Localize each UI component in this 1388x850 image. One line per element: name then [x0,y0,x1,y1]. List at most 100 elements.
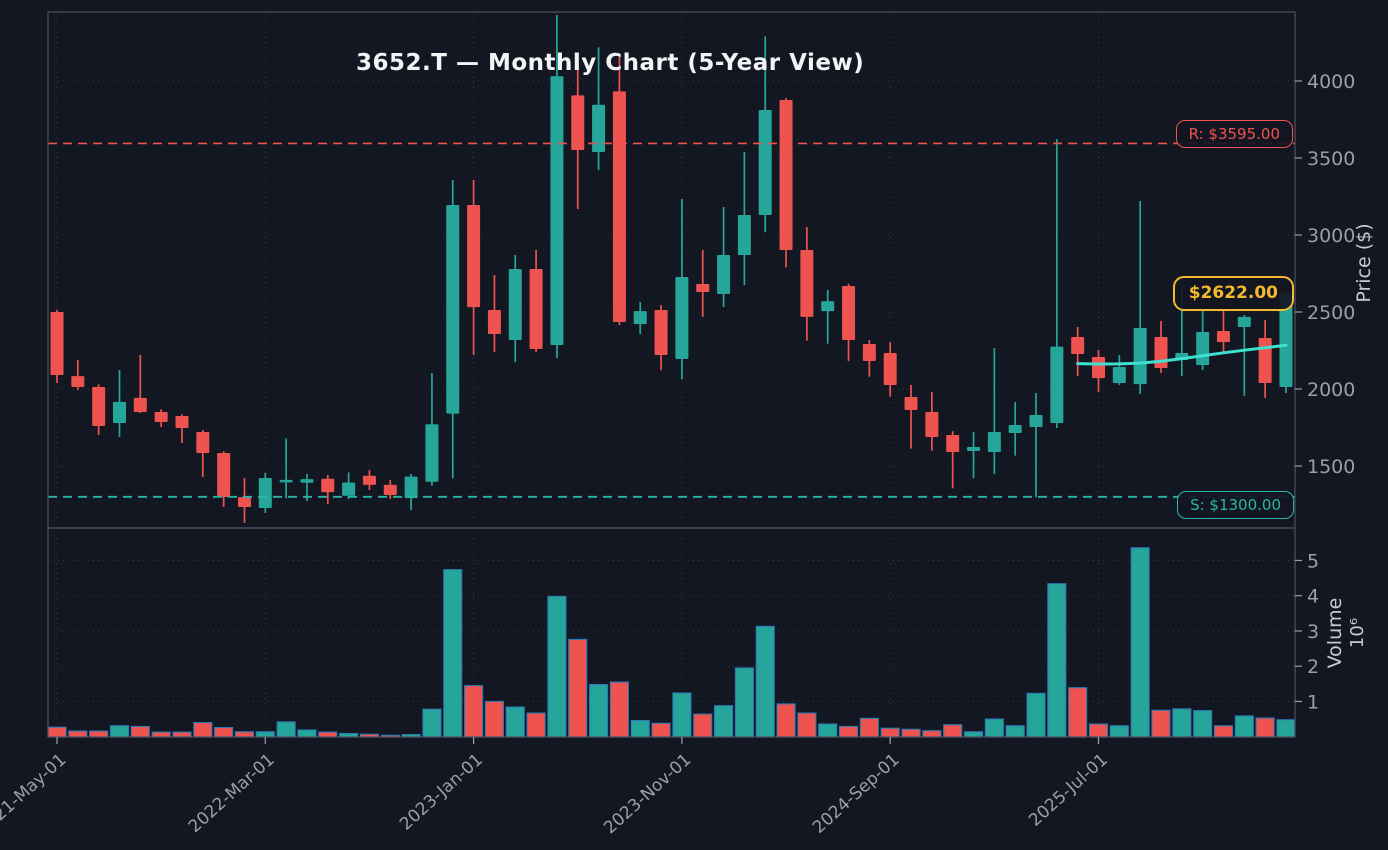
candle-body [842,285,856,341]
volume-bar [297,729,317,738]
volume-bar [505,706,525,738]
candle-body [571,95,585,151]
candle-body [717,255,731,294]
candle-body [133,397,147,412]
last-price-label: $2622.00 [1172,276,1294,311]
date-tick-label: 2025-Jul-01 [1025,750,1112,831]
candle-body [404,476,418,499]
volume-bar [151,731,171,738]
volume-bar [193,722,213,738]
price-tick-label: 3500 [1307,148,1355,170]
candle-body [883,352,897,385]
volume-tick-label: 5 [1307,550,1319,572]
date-tick-label: 2021-May-01 [0,750,70,840]
volume-bar [776,703,796,738]
date-tick-label: 2023-Nov-01 [600,750,695,838]
candle-body [467,204,481,308]
volume-bar [838,725,859,738]
candle-body [217,453,231,497]
volume-bar [818,723,838,738]
volume-bar [172,731,192,738]
date-tick-label: 2022-Mar-01 [185,750,279,837]
candle-body [592,104,606,153]
volume-tick-label: 1 [1307,691,1319,713]
candle-body [925,411,939,438]
volume-panel-frame [47,527,1296,738]
volume-bar [547,595,567,738]
volume-tick-label: 3 [1307,621,1319,643]
candle-body [446,204,460,414]
moving-average-line [1076,343,1288,366]
candle-body [612,91,626,323]
volume-bar [1026,692,1046,738]
volume-bar [609,681,629,738]
candle-body [71,376,85,387]
volume-bar [1276,719,1296,738]
price-panel-frame [47,11,1296,529]
volume-bar [1130,547,1150,738]
candle-body [862,344,876,361]
candle-body [258,478,272,509]
volume-bar [1151,709,1171,738]
volume-bar [1213,725,1234,738]
candle-body [1029,415,1043,428]
resistance-label: R: $3595.00 [1175,120,1293,149]
volume-bar [630,719,650,738]
price-axis-title: Price ($) [1353,223,1375,302]
candle-body [758,109,772,215]
date-tick-label: 2023-Jan-01 [396,750,487,835]
volume-bar [755,625,775,738]
volume-bar [901,728,921,738]
candle-body [1216,330,1230,343]
volume-bar [1109,725,1129,738]
price-tick-label: 3000 [1307,225,1355,247]
volume-bar [318,731,338,738]
volume-bar [693,713,713,738]
volume-bar [1068,687,1088,738]
volume-bar [89,730,109,738]
candle-body [1279,293,1293,387]
candle-body [654,310,668,355]
date-tick-label: 2024-Sep-01 [809,750,904,838]
candle-body [1112,366,1126,383]
volume-bar [255,731,275,738]
volume-bar [1172,708,1192,738]
volume-bar [589,683,609,738]
volume-bar [922,730,942,738]
candle-body [112,401,126,424]
candle-body [175,415,189,428]
candle-body [425,424,439,482]
volume-bar [984,718,1004,738]
candle-body [154,411,168,422]
volume-bar [714,705,734,738]
candle-body [779,99,793,250]
candle-body [321,478,335,493]
volume-axis-title: Volume [1324,598,1346,669]
candle-body [508,269,522,341]
volume-bar [68,730,88,738]
candle-body [1092,356,1105,379]
candle-body [1071,336,1085,355]
candle-body [1008,425,1022,434]
candle-body [362,475,376,485]
volume-tick-label: 4 [1307,586,1319,608]
candle-body [1133,328,1147,385]
volume-bar [526,712,546,738]
candle-body [92,386,106,426]
candle-body [737,214,751,256]
volume-bar [1255,717,1275,738]
candle-body [946,435,960,452]
candle-body [279,479,293,483]
candle-body [300,479,314,483]
candle-body [237,497,251,507]
candle-body [967,447,981,452]
volume-bar [568,638,588,738]
volume-bar [1088,723,1109,738]
volume-bar [1234,715,1254,738]
volume-bar [734,667,754,738]
volume-bar [234,731,255,738]
candle-body [675,277,689,359]
chart-title: 3652.T — Monthly Chart (5-Year View) [356,50,865,76]
volume-axis-exponent: 10⁶ [1347,618,1368,648]
